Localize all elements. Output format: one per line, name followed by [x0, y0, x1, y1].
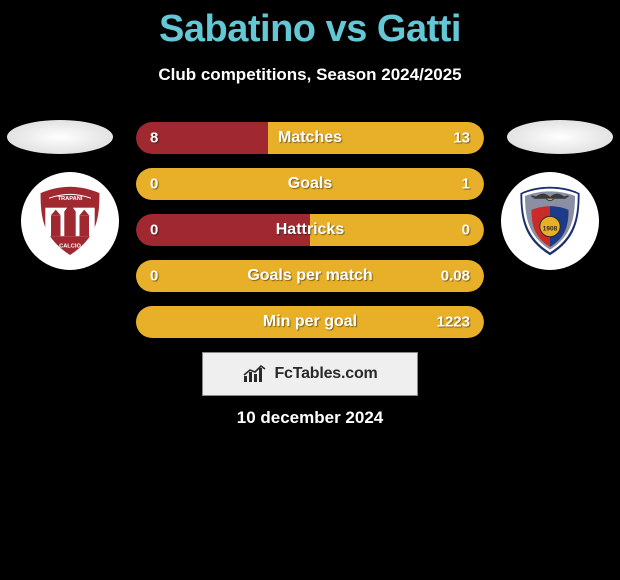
brand-label: FcTables.com: [274, 365, 377, 383]
svg-text:TRAPANI: TRAPANI: [58, 196, 83, 202]
brand-watermark: FcTables.com: [202, 352, 418, 396]
stat-row: 0 0 Hattricks: [136, 214, 484, 246]
stat-value-right: 0: [462, 222, 470, 239]
player-right-headshot: [507, 120, 613, 154]
stat-label: Goals per match: [247, 267, 372, 285]
stat-label: Min per goal: [263, 313, 357, 331]
stats-rows: 8 13 Matches 0 1 Goals 0 0 Hattricks 0 0.08 Goals p…: [136, 122, 484, 352]
stat-row: 0 1 Goals: [136, 168, 484, 200]
club-badge-left: CALCIO TRAPANI: [21, 172, 119, 270]
club-badge-right: 1908: [501, 172, 599, 270]
stat-label: Goals: [288, 175, 332, 193]
stat-value-left: 0: [150, 222, 158, 239]
trapani-calcio-icon: CALCIO TRAPANI: [32, 183, 108, 259]
stat-label: Matches: [278, 129, 342, 147]
stat-value-left: 0: [150, 268, 158, 285]
subtitle: Club competitions, Season 2024/2025: [0, 65, 620, 85]
bar-chart-icon: [242, 364, 268, 384]
stat-value-left: 8: [150, 130, 158, 147]
casertana-fc-icon: 1908: [513, 184, 587, 258]
stat-value-left: 0: [150, 176, 158, 193]
date-label: 10 december 2024: [0, 408, 620, 428]
stat-row: 8 13 Matches: [136, 122, 484, 154]
player-left-headshot: [7, 120, 113, 154]
stat-row: 1223 Min per goal: [136, 306, 484, 338]
stat-value-right: 0.08: [441, 268, 470, 285]
svg-text:CALCIO: CALCIO: [59, 244, 81, 250]
stat-row: 0 0.08 Goals per match: [136, 260, 484, 292]
stat-value-right: 13: [453, 130, 470, 147]
page-title: Sabatino vs Gatti: [0, 0, 620, 51]
svg-text:1908: 1908: [543, 225, 558, 232]
stat-value-right: 1: [462, 176, 470, 193]
stat-value-right: 1223: [437, 314, 470, 331]
stat-label: Hattricks: [276, 221, 344, 239]
